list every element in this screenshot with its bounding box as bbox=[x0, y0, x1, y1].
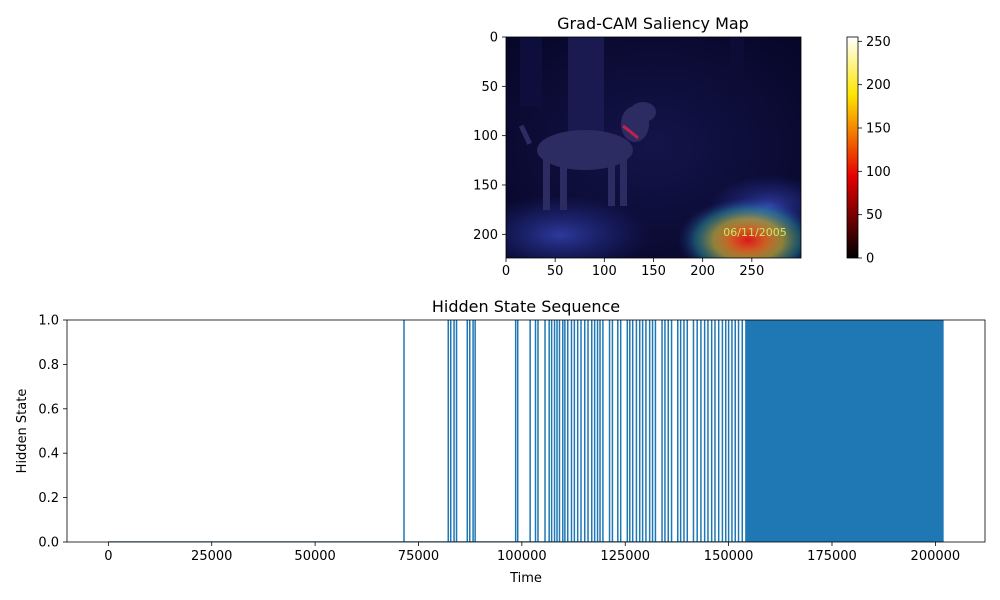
colorbar-tick-label: 150 bbox=[866, 122, 891, 137]
hidden-state-series bbox=[108, 320, 944, 542]
hidden-state-x-tick-label: 200000 bbox=[911, 549, 961, 564]
saliency-image: 06/11/2005 bbox=[506, 37, 801, 258]
hidden-state-dense-block bbox=[745, 320, 944, 542]
saliency-x-tick-label: 0 bbox=[502, 264, 510, 279]
colorbar: 0 50 100 150 200 250 bbox=[846, 35, 891, 267]
hidden-state-y-ticks: 0.0 0.2 0.4 0.6 0.8 1.0 bbox=[38, 314, 67, 551]
saliency-x-tick-label: 100 bbox=[592, 264, 617, 279]
dog-silhouette bbox=[518, 102, 656, 210]
hidden-state-title: Hidden State Sequence bbox=[432, 297, 620, 316]
saliency-y-tick-label: 0 bbox=[490, 31, 498, 46]
cool-region-left bbox=[506, 195, 650, 258]
dog-collar bbox=[622, 124, 639, 140]
hidden-state-y-tick-label: 0.0 bbox=[38, 536, 59, 551]
hidden-state-x-tick-label: 25000 bbox=[191, 549, 232, 564]
saliency-y-ticks: 0 50 100 150 200 bbox=[473, 31, 506, 243]
hidden-state-x-tick-label: 125000 bbox=[600, 549, 650, 564]
saliency-title: Grad-CAM Saliency Map bbox=[557, 14, 749, 33]
hidden-state-y-label: Hidden State bbox=[15, 389, 30, 474]
hidden-state-panel: Hidden State Sequence 0 25000 50000 75000 10… bbox=[15, 297, 986, 586]
hidden-state-y-tick-label: 0.4 bbox=[38, 447, 59, 462]
colorbar-tick-label: 100 bbox=[866, 165, 891, 180]
hidden-state-x-tick-label: 0 bbox=[104, 549, 112, 564]
colorbar-frame bbox=[846, 36, 859, 259]
hidden-state-axes-frame bbox=[66, 319, 986, 543]
saliency-hotspot bbox=[678, 198, 801, 258]
saliency-y-tick-label: 100 bbox=[473, 129, 498, 144]
hidden-state-y-tick-label: 0.2 bbox=[38, 491, 59, 506]
colorbar-tick-label: 250 bbox=[866, 35, 891, 50]
tree-trunk-left bbox=[520, 37, 542, 107]
colorbar-gradient bbox=[847, 37, 858, 258]
hidden-state-x-tick-label: 100000 bbox=[497, 549, 547, 564]
hidden-state-y-tick-label: 0.8 bbox=[38, 358, 59, 373]
hidden-state-x-ticks: 0 25000 50000 75000 100000 125000 150000 175000… bbox=[104, 542, 960, 564]
saliency-y-tick-label: 50 bbox=[481, 80, 498, 95]
hidden-state-x-tick-label: 75000 bbox=[398, 549, 439, 564]
saliency-x-ticks: 0 50 100 150 200 250 bbox=[502, 258, 764, 279]
colorbar-ticks: 0 50 100 150 200 250 bbox=[858, 35, 891, 267]
hidden-state-x-tick-label: 175000 bbox=[807, 549, 857, 564]
hidden-state-x-tick-label: 50000 bbox=[294, 549, 335, 564]
saliency-y-tick-label: 150 bbox=[473, 178, 498, 193]
saliency-x-tick-label: 150 bbox=[641, 264, 666, 279]
hidden-state-y-tick-label: 0.6 bbox=[38, 402, 59, 417]
saliency-x-tick-label: 250 bbox=[739, 264, 764, 279]
saliency-panel: Grad-CAM Saliency Map 06/11/2005 bbox=[473, 14, 891, 279]
saliency-y-tick-label: 200 bbox=[473, 228, 498, 243]
colorbar-tick-label: 200 bbox=[866, 78, 891, 93]
hidden-state-y-tick-label: 1.0 bbox=[38, 314, 59, 329]
image-date-stamp: 06/11/2005 bbox=[723, 226, 786, 239]
tree-trunk-right bbox=[730, 37, 744, 97]
tree-trunk-center bbox=[568, 37, 604, 132]
hidden-state-x-label: Time bbox=[509, 571, 542, 586]
saliency-x-tick-label: 50 bbox=[547, 264, 564, 279]
colorbar-tick-label: 0 bbox=[866, 252, 874, 267]
hidden-state-x-tick-label: 150000 bbox=[704, 549, 754, 564]
saliency-x-tick-label: 200 bbox=[690, 264, 715, 279]
colorbar-tick-label: 50 bbox=[866, 208, 883, 223]
